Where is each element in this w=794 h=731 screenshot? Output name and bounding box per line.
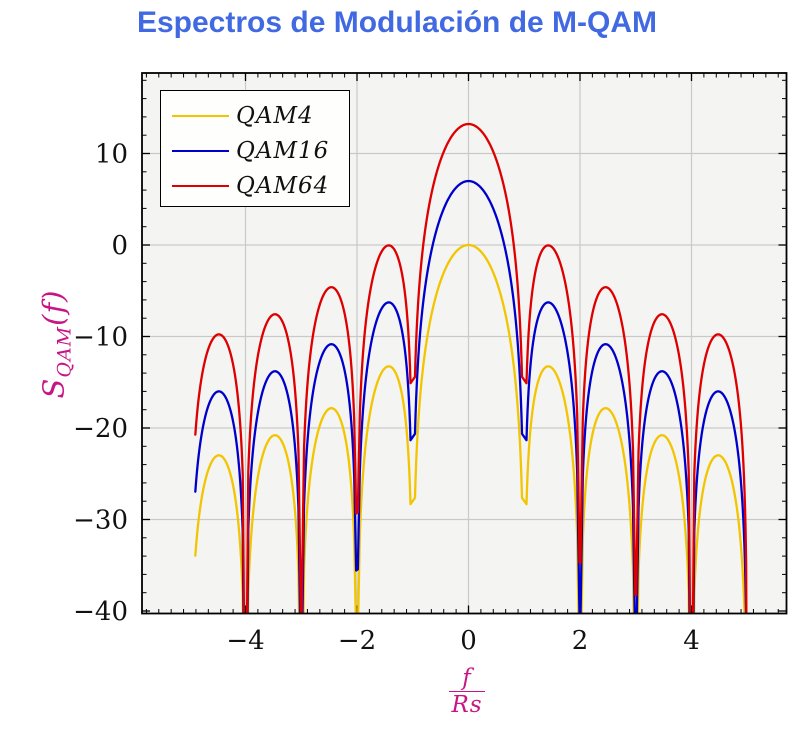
xlabel-numerator: f — [462, 665, 472, 691]
y-tick-label: −10 — [73, 323, 128, 353]
series-line-QAM64 — [194, 122, 748, 614]
y-tick-label: 10 — [95, 140, 128, 170]
ylabel-base: S — [36, 377, 71, 399]
chart-title: Espectros de Modulación de M-QAM — [136, 6, 658, 39]
axis-frame — [141, 72, 788, 615]
x-tick-label: −4 — [226, 626, 264, 656]
xlabel-denominator: Rs — [451, 692, 483, 719]
x-tick-label: −2 — [338, 626, 376, 656]
ylabel-subscript: QAM — [53, 325, 76, 378]
legend-line-sample-qam4 — [172, 114, 229, 117]
ylabel-rest: (f) — [36, 289, 71, 326]
x-tick-label: 0 — [460, 626, 477, 656]
legend-item: QAM4 — [161, 98, 349, 133]
legend: QAM4 QAM16 QAM64 — [160, 90, 350, 207]
series-line-QAM16 — [194, 179, 748, 614]
legend-item: QAM16 — [161, 133, 349, 168]
legend-item-label: QAM4 — [236, 102, 314, 129]
y-tick-label: −20 — [73, 414, 128, 444]
legend-item: QAM64 — [161, 168, 349, 203]
series-line-QAM4 — [194, 243, 746, 614]
y-tick-label: 0 — [111, 231, 128, 261]
x-axis-label: f Rs — [449, 666, 485, 717]
series-group — [194, 122, 748, 614]
x-tick-label: 2 — [572, 626, 589, 656]
y-tick-label: −40 — [73, 597, 128, 627]
legend-item-label: QAM16 — [236, 137, 330, 164]
y-axis-label: SQAM(f) — [37, 289, 76, 398]
fraction-bar — [449, 691, 485, 693]
legend-item-label: QAM64 — [236, 172, 330, 199]
legend-line-sample-qam16 — [172, 149, 229, 152]
y-tick-label: −30 — [73, 506, 128, 536]
legend-line-sample-qam64 — [172, 184, 229, 187]
x-tick-label: 4 — [683, 626, 700, 656]
